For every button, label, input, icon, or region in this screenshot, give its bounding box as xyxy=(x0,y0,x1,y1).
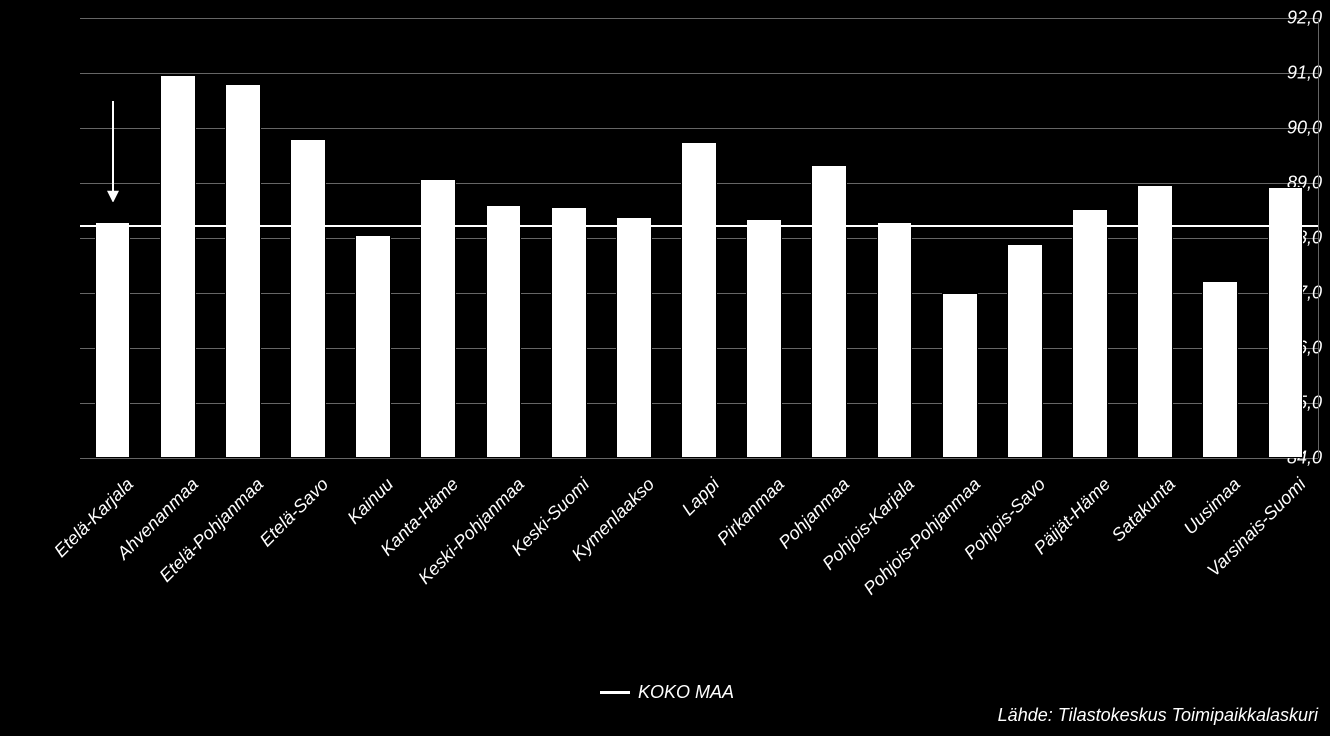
plot-area xyxy=(80,18,1318,458)
bar xyxy=(811,165,847,458)
arrow-icon xyxy=(103,101,123,203)
gridline xyxy=(80,458,1318,459)
bar xyxy=(225,84,261,458)
bar xyxy=(681,142,717,458)
bar xyxy=(1202,281,1238,458)
bar xyxy=(420,179,456,458)
x-tick-label: Pohjois-Pohjanmaa xyxy=(859,474,984,599)
axis-right xyxy=(1318,18,1319,458)
bar xyxy=(746,219,782,458)
bar xyxy=(616,217,652,458)
x-tick-label: Uusimaa xyxy=(1180,474,1245,539)
bar xyxy=(942,293,978,458)
legend: KOKO MAA xyxy=(600,682,734,703)
bar xyxy=(877,222,913,459)
legend-line-swatch xyxy=(600,691,630,694)
x-tick-label: Satakunta xyxy=(1108,474,1180,546)
legend-label: KOKO MAA xyxy=(638,682,734,703)
bar xyxy=(551,207,587,458)
x-tick-label: Kainuu xyxy=(344,474,398,528)
bar xyxy=(1268,187,1304,458)
x-tick-label: Etelä-Savo xyxy=(256,474,333,551)
bar xyxy=(160,75,196,458)
reference-line xyxy=(80,225,1318,227)
bar xyxy=(355,235,391,458)
source-text: Lähde: Tilastokeskus Toimipaikkalaskuri xyxy=(998,705,1318,726)
bar xyxy=(95,222,131,459)
bar xyxy=(486,205,522,458)
x-tick-label: Lappi xyxy=(678,474,724,520)
chart-container: 84,085,086,087,088,089,090,091,092,0 Ete… xyxy=(0,0,1330,736)
bar xyxy=(1007,244,1043,459)
bar xyxy=(290,139,326,458)
bar xyxy=(1072,209,1108,458)
